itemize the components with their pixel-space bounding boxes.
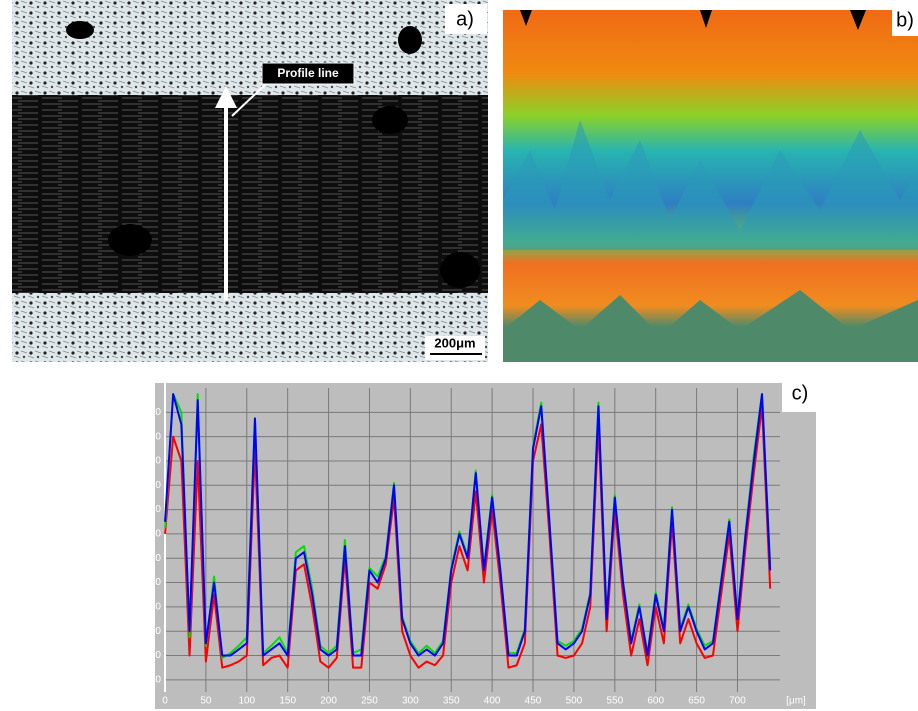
x-tick-label: 700 [729, 696, 746, 707]
series-line [164, 393, 772, 657]
x-tick-label: 550 [606, 696, 623, 707]
y-tick-label: 240 [144, 407, 161, 418]
y-tick-label: 140 [144, 529, 161, 540]
x-tick-label: 250 [361, 696, 378, 707]
y-tick-label: 180 [144, 480, 161, 491]
y-axis-label: Intensity [130, 521, 141, 558]
panel-label: b) [896, 9, 914, 31]
annotation: Profile line [277, 66, 339, 80]
x-tick-label: 650 [688, 696, 705, 707]
x-tick-label: 300 [402, 696, 419, 707]
panel-b: b) [503, 8, 918, 362]
x-tick-label: 600 [647, 696, 664, 707]
x-tick-label: 150 [279, 696, 296, 707]
y-tick-label: 80 [150, 602, 162, 613]
x-tick-label: 100 [238, 696, 255, 707]
x-tick-label: 350 [443, 696, 460, 707]
panel-a: Profile line 200μm a) [12, 0, 488, 362]
x-tick-label: 0 [162, 696, 168, 707]
y-tick-label: 160 [144, 504, 161, 515]
x-tick-label: 200 [320, 696, 337, 707]
x-tick-label: 50 [200, 696, 212, 707]
x-axis-unit: [μm] [786, 696, 806, 707]
y-tick-label: 220 [144, 431, 161, 442]
x-tick-label: 450 [525, 696, 542, 707]
y-tick-label: 100 [144, 577, 161, 588]
chart: 20 40 60 80 100 120 140 160 180 200 220 240 0 50 100 15… [130, 380, 806, 707]
y-tick-label: 60 [150, 626, 162, 637]
scale-bar-label: 200μm [434, 335, 475, 350]
label-box [782, 378, 816, 412]
panel-label: a) [456, 8, 474, 30]
panel-label: c) [792, 382, 809, 404]
y-tick-label: 120 [144, 553, 161, 564]
x-tick-label: 500 [566, 696, 583, 707]
y-tick-label: 20 [150, 674, 162, 685]
x-tick-label: 400 [484, 696, 501, 707]
y-tick-label: 200 [144, 456, 161, 467]
y-tick-label: 40 [150, 650, 162, 661]
